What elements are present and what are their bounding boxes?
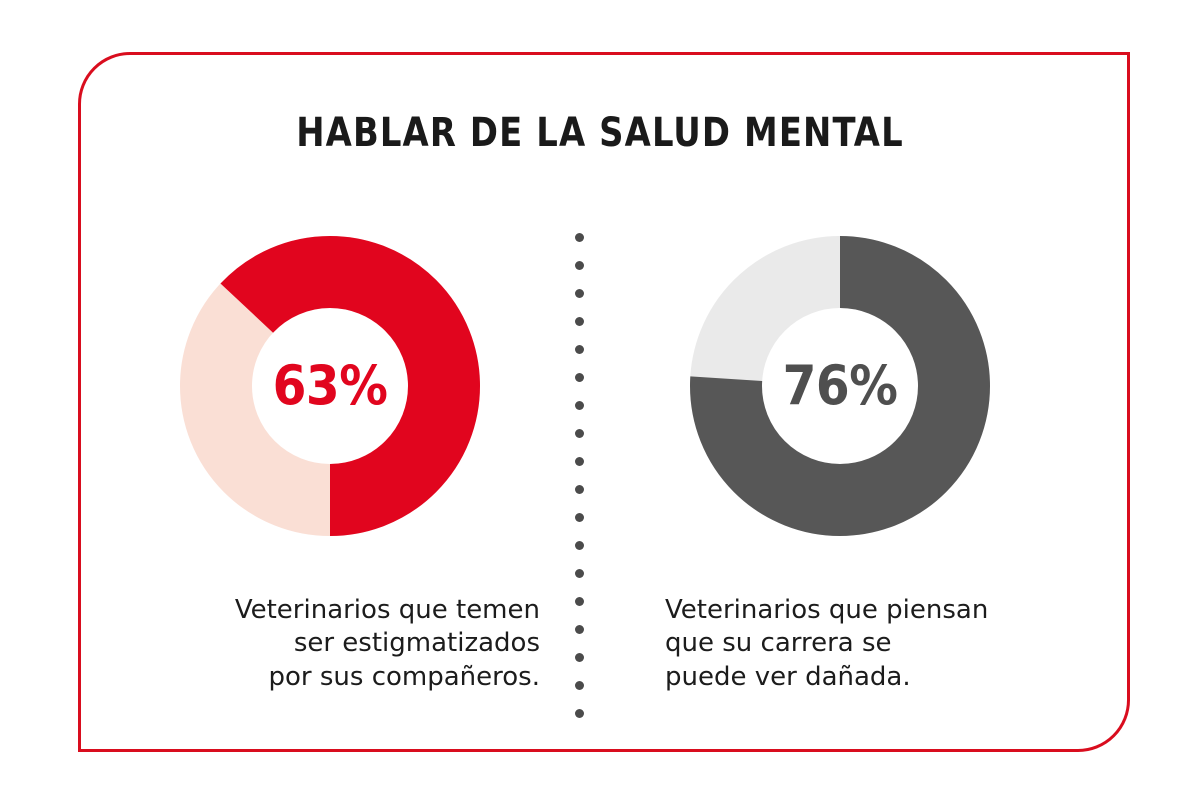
red-rounded-frame (78, 52, 1130, 752)
donut-left-value-arc (180, 236, 480, 536)
divider-dot (575, 261, 584, 270)
divider-dot (575, 401, 584, 410)
donut-right-value-arc (690, 236, 990, 536)
donut-left-svg (180, 236, 480, 536)
divider-dot (575, 485, 584, 494)
divider-dot (575, 233, 584, 242)
divider-dot (575, 709, 584, 718)
divider-dot (575, 513, 584, 522)
donut-chart-right: 76% (690, 236, 990, 536)
divider-dot (575, 429, 584, 438)
stat-panel-right: 76% (650, 236, 1090, 536)
caption-left: Veterinarios que temen ser estigmatizado… (234, 595, 540, 692)
caption-right: Veterinarios que piensan que su carrera … (665, 595, 989, 692)
stat-panel-left: 63% (110, 236, 550, 536)
page-title: HABLAR DE LA SALUD MENTAL (296, 110, 904, 156)
divider-dot (575, 373, 584, 382)
dotted-divider (575, 233, 585, 719)
divider-dot (575, 317, 584, 326)
divider-dot (575, 541, 584, 550)
donut-right-svg (690, 236, 990, 536)
divider-dot (575, 289, 584, 298)
divider-dot (575, 625, 584, 634)
divider-dot (575, 681, 584, 690)
divider-dot (575, 345, 584, 354)
divider-dot (575, 597, 584, 606)
donut-chart-left: 63% (180, 236, 480, 536)
divider-dot (575, 653, 584, 662)
divider-dot (575, 569, 584, 578)
divider-dot (575, 457, 584, 466)
